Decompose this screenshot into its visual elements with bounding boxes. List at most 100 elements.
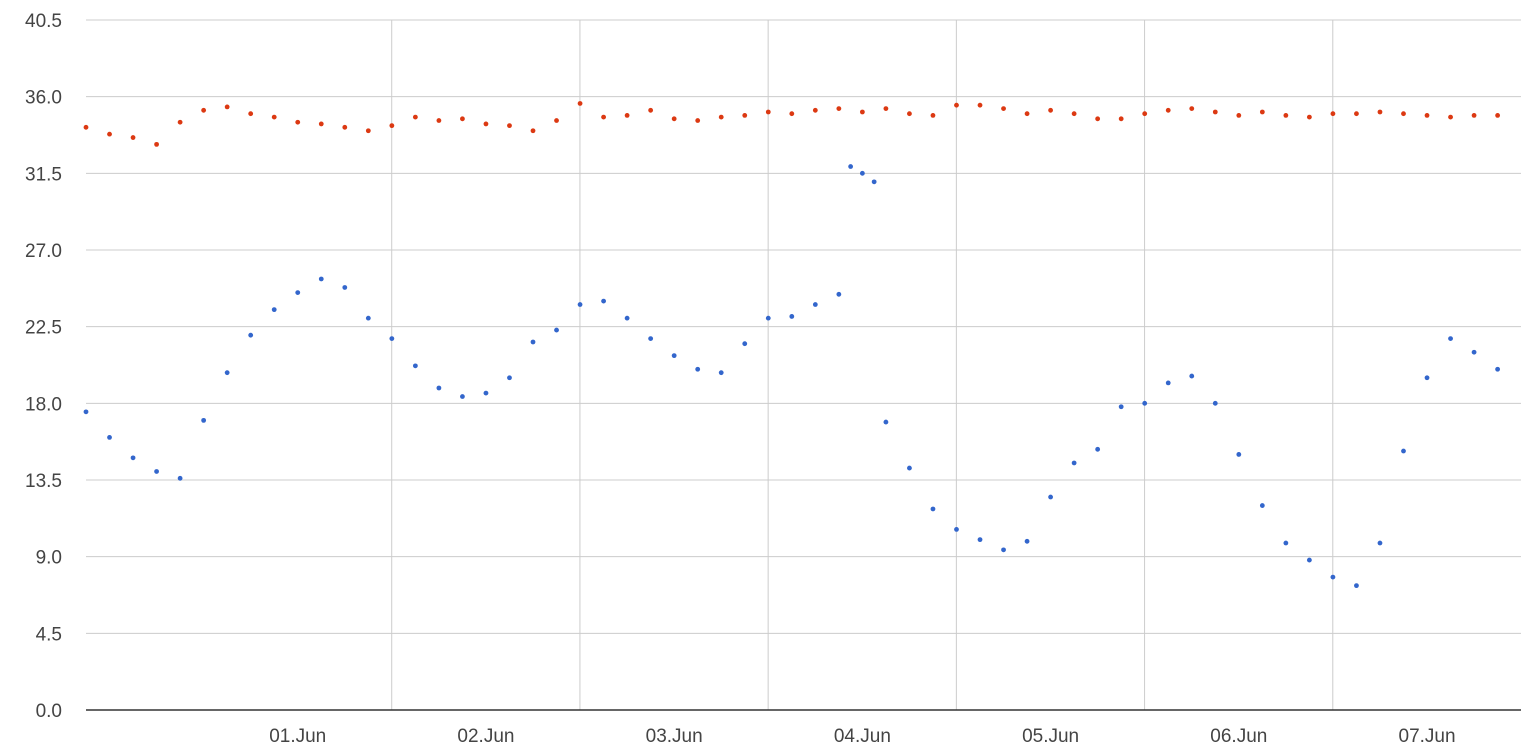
x-tick-label: 01.Jun xyxy=(269,726,326,747)
data-point xyxy=(1071,111,1077,117)
x-tick-label: 06.Jun xyxy=(1210,726,1267,747)
data-point xyxy=(389,123,395,129)
data-point xyxy=(765,315,771,321)
data-point xyxy=(1095,446,1101,452)
data-point xyxy=(1048,107,1053,113)
data-point xyxy=(154,469,159,474)
data-point xyxy=(577,302,583,307)
data-point xyxy=(224,370,230,376)
y-tick-label: 40.5 xyxy=(25,11,62,32)
series-1 xyxy=(83,164,1501,589)
data-point xyxy=(436,385,442,391)
data-point xyxy=(812,107,818,113)
data-point xyxy=(859,109,865,115)
data-point xyxy=(83,124,89,130)
data-point xyxy=(177,119,183,125)
data-point xyxy=(460,394,465,399)
y-tick-label: 36.0 xyxy=(25,88,62,109)
data-point xyxy=(554,327,559,333)
data-point xyxy=(765,109,771,115)
data-point xyxy=(1448,114,1453,120)
data-point xyxy=(1354,111,1359,117)
data-point xyxy=(577,101,583,106)
data-point xyxy=(977,537,983,543)
data-point xyxy=(1495,366,1501,372)
data-point xyxy=(248,111,254,117)
data-point xyxy=(1259,503,1265,508)
data-point xyxy=(107,131,112,137)
data-point xyxy=(848,164,854,169)
y-tick-label: 9.0 xyxy=(36,548,62,569)
data-point xyxy=(1424,113,1430,118)
data-point xyxy=(483,121,489,127)
data-point xyxy=(883,419,889,425)
data-point xyxy=(460,116,465,122)
data-point xyxy=(177,475,183,481)
data-point xyxy=(907,465,912,471)
y-tick-label: 18.0 xyxy=(25,394,62,415)
data-point xyxy=(201,417,207,423)
data-point xyxy=(154,141,159,147)
data-point xyxy=(107,435,112,440)
data-point xyxy=(789,111,795,117)
y-tick-label: 27.0 xyxy=(25,241,62,262)
data-point xyxy=(871,179,877,185)
data-point xyxy=(648,107,654,113)
data-point xyxy=(1001,106,1006,111)
data-point xyxy=(1330,111,1336,117)
data-point xyxy=(930,506,936,512)
data-point xyxy=(271,114,277,120)
data-point xyxy=(483,390,489,396)
data-point xyxy=(907,111,912,117)
y-tick-label: 4.5 xyxy=(36,624,62,645)
data-point xyxy=(248,332,254,338)
y-tick-label: 22.5 xyxy=(25,318,62,339)
axis-layer: 0.0 4.5 9.0 13.5 18.0 22.5 27.0 31.5 36.0 40.5 01.… xyxy=(25,11,1521,747)
data-point xyxy=(507,375,512,381)
data-point xyxy=(1448,336,1453,341)
data-point xyxy=(201,107,207,113)
data-point xyxy=(1212,109,1218,115)
data-point xyxy=(554,118,559,123)
data-point xyxy=(1001,547,1006,553)
data-point xyxy=(1071,460,1077,466)
data-point xyxy=(436,118,442,123)
y-tick-label: 13.5 xyxy=(25,471,62,492)
data-point xyxy=(1283,540,1289,546)
data-point xyxy=(1306,114,1312,120)
data-point xyxy=(389,336,395,341)
data-point xyxy=(295,119,301,125)
data-point xyxy=(1401,111,1406,117)
data-point xyxy=(1189,106,1195,111)
data-point xyxy=(1142,400,1148,406)
data-point xyxy=(695,366,701,372)
data-point xyxy=(1024,538,1030,544)
data-point xyxy=(671,353,677,359)
x-tick-label: 04.Jun xyxy=(834,726,891,747)
data-point xyxy=(412,363,418,369)
data-point xyxy=(648,336,654,341)
y-tick-label: 0.0 xyxy=(36,701,62,722)
data-point xyxy=(836,106,842,111)
data-point xyxy=(836,291,842,297)
data-point xyxy=(742,341,748,347)
data-point xyxy=(859,170,865,176)
data-point xyxy=(318,276,324,282)
data-point xyxy=(530,339,536,345)
data-point xyxy=(412,114,418,120)
data-point xyxy=(930,113,936,118)
data-point xyxy=(271,307,277,313)
data-point xyxy=(1330,574,1336,580)
data-point xyxy=(1142,111,1148,117)
data-point xyxy=(789,314,795,319)
data-point xyxy=(671,116,677,122)
data-point xyxy=(812,302,818,307)
data-point xyxy=(342,285,348,290)
data-point xyxy=(1118,116,1124,122)
series-layer xyxy=(83,101,1501,589)
data-point xyxy=(1189,373,1195,379)
data-point xyxy=(1424,375,1430,381)
data-point xyxy=(1212,400,1218,406)
